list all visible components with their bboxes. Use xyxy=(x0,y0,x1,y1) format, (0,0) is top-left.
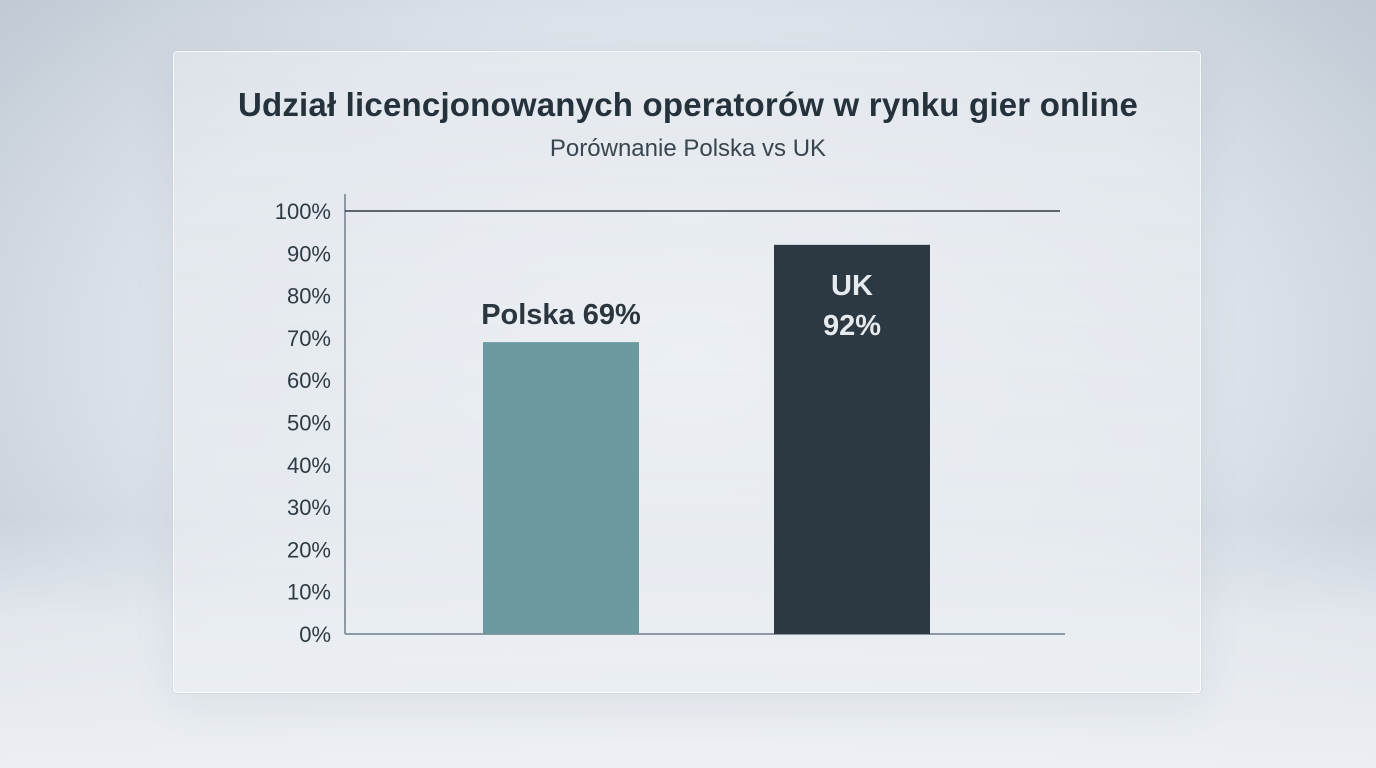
y-tick-label: 80% xyxy=(287,284,331,309)
y-tick-label: 100% xyxy=(275,199,331,224)
y-tick-label: 20% xyxy=(287,537,331,562)
data-label-polska: Polska 69% xyxy=(481,299,641,331)
y-tick-label: 40% xyxy=(287,453,331,478)
y-tick-label: 70% xyxy=(287,326,331,351)
data-label-uk: UK 92% xyxy=(823,270,881,342)
y-tick-labels: 0% 10% 20% 30% 40% 50% 60% 70% 80% 90% 100% xyxy=(275,199,331,647)
bar-uk xyxy=(774,244,930,634)
y-tick-label: 0% xyxy=(299,622,331,647)
y-tick-label: 50% xyxy=(287,411,331,436)
chart-subtitle: Porównanie Polska vs UK xyxy=(549,135,827,162)
chart-title: Udział licencjonowanych operatorów w ryn… xyxy=(237,86,1139,123)
chart-axes xyxy=(344,194,1065,635)
y-tick-label: 90% xyxy=(287,241,331,266)
y-tick-label: 10% xyxy=(287,580,331,605)
y-tick-label: 60% xyxy=(287,368,331,393)
data-labels: Polska 69% UK 92% xyxy=(481,270,881,342)
bars xyxy=(483,244,930,634)
y-tick-label: 30% xyxy=(287,495,331,520)
bar-polska xyxy=(483,342,639,634)
